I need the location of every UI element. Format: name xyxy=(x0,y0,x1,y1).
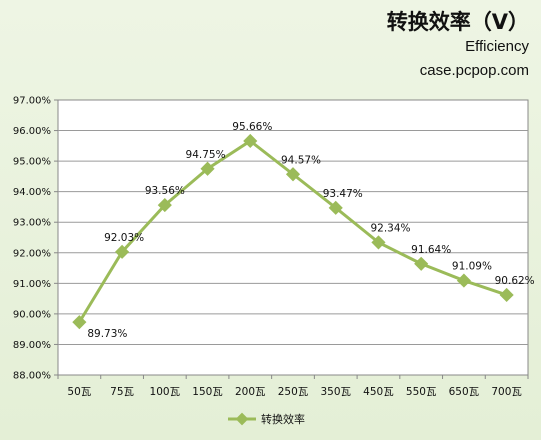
y-tick-label: 89.00% xyxy=(13,340,51,351)
y-tick-label: 97.00% xyxy=(13,96,51,107)
legend-marker xyxy=(235,412,249,426)
data-point xyxy=(371,235,386,250)
y-tick-label: 93.00% xyxy=(13,218,51,229)
y-axis: 88.00% 89.00% 90.00% 91.00% 92.00% 93.00% 94.0… xyxy=(13,96,58,382)
y-tick-label: 94.00% xyxy=(13,187,51,198)
data-label: 95.66% xyxy=(232,121,272,133)
x-tick-label: 550瓦 xyxy=(406,386,437,398)
y-tick-label: 95.00% xyxy=(13,157,51,168)
y-tick-label: 96.00% xyxy=(13,126,51,137)
x-tick-label: 50瓦 xyxy=(67,386,91,398)
x-tick-label: 150瓦 xyxy=(192,386,223,398)
x-tick-label: 100瓦 xyxy=(150,386,181,398)
x-tick-label: 350瓦 xyxy=(320,386,351,398)
chart-source: case.pcpop.com xyxy=(419,62,529,79)
data-point xyxy=(499,287,514,303)
x-tick-label: 450瓦 xyxy=(363,386,394,398)
grid-lines xyxy=(58,130,528,345)
data-label: 92.34% xyxy=(370,222,410,234)
data-label: 93.56% xyxy=(145,185,185,197)
chart-subtitle: Efficiency xyxy=(465,38,529,55)
x-axis: 50瓦 75瓦 100瓦 150瓦 200瓦 250瓦 350瓦 450瓦 550瓦 650瓦 70… xyxy=(57,375,529,398)
y-tick-label: 90.00% xyxy=(13,309,51,320)
data-label: 91.64% xyxy=(411,244,451,256)
legend-label: 转换效率 xyxy=(261,412,305,426)
data-label: 93.47% xyxy=(323,188,363,200)
y-tick-label: 92.00% xyxy=(13,248,51,259)
x-tick-label: 200瓦 xyxy=(235,386,266,398)
data-point xyxy=(414,256,429,271)
y-tick-label: 91.00% xyxy=(13,279,51,290)
data-point xyxy=(200,161,215,176)
data-label: 94.75% xyxy=(186,149,226,161)
data-label: 91.09% xyxy=(452,261,492,273)
data-point xyxy=(285,167,301,182)
x-tick-label: 700瓦 xyxy=(491,386,522,398)
x-tick-label: 75瓦 xyxy=(110,386,134,398)
chart-title: 转换效率（V） xyxy=(386,10,529,34)
data-point xyxy=(328,200,343,215)
y-tick-label: 88.00% xyxy=(13,371,51,382)
x-tick-label: 250瓦 xyxy=(278,386,309,398)
data-point xyxy=(157,198,172,213)
series-group: 89.73% 92.03% 93.56% 94.75% 95.66% 94.57% 93.4… xyxy=(72,121,535,340)
data-label: 92.03% xyxy=(104,232,144,244)
data-point xyxy=(72,315,87,330)
data-label: 90.62% xyxy=(495,275,535,287)
data-label: 94.57% xyxy=(281,154,321,166)
data-point xyxy=(243,133,258,149)
data-label: 89.73% xyxy=(87,328,127,340)
x-tick-label: 650瓦 xyxy=(449,386,480,398)
legend: 转换效率 xyxy=(228,412,305,426)
data-point xyxy=(456,273,471,288)
